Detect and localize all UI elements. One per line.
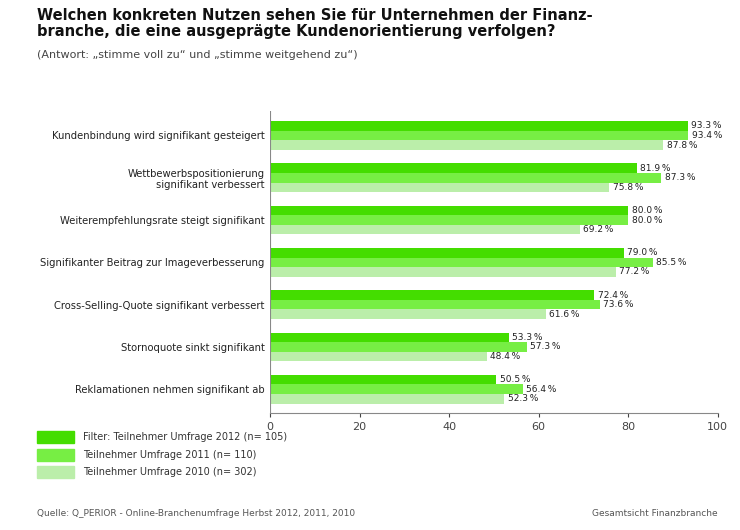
Bar [270, 206, 628, 215]
Text: 52.3 %: 52.3 % [508, 394, 538, 403]
Text: 87.8 %: 87.8 % [667, 140, 697, 149]
Text: 75.8 %: 75.8 % [613, 183, 644, 192]
Text: 53.3 %: 53.3 % [512, 333, 543, 342]
Text: 50.5 %: 50.5 % [500, 375, 531, 384]
Text: 57.3 %: 57.3 % [531, 342, 561, 351]
Bar [270, 121, 687, 130]
Text: branche, die eine ausgeprägte Kundenorientierung verfolgen?: branche, die eine ausgeprägte Kundenorie… [37, 24, 556, 39]
Bar [270, 384, 522, 394]
Bar [270, 375, 497, 384]
Bar [270, 300, 599, 310]
Text: 72.4 %: 72.4 % [598, 290, 628, 299]
Text: 56.4 %: 56.4 % [526, 385, 556, 394]
Text: Gesamtsicht Finanzbranche: Gesamtsicht Finanzbranche [592, 509, 718, 518]
Bar [270, 332, 508, 342]
Text: Teilnehmer Umfrage 2011 (n= 110): Teilnehmer Umfrage 2011 (n= 110) [83, 450, 256, 460]
Text: 81.9 %: 81.9 % [640, 164, 671, 173]
Text: Quelle: Q_PERIOR - Online-Branchenumfrage Herbst 2012, 2011, 2010: Quelle: Q_PERIOR - Online-Branchenumfrag… [37, 509, 355, 518]
Bar [270, 248, 624, 258]
Bar [270, 267, 616, 277]
Text: Filter: Teilnehmer Umfrage 2012 (n= 105): Filter: Teilnehmer Umfrage 2012 (n= 105) [83, 432, 287, 442]
Bar [270, 140, 663, 150]
Bar [270, 215, 628, 225]
Bar [270, 163, 636, 173]
Bar [270, 182, 610, 192]
Bar [270, 290, 594, 300]
Bar [270, 130, 688, 140]
Text: 80.0 %: 80.0 % [632, 206, 662, 215]
Text: 77.2 %: 77.2 % [619, 268, 650, 277]
Text: 80.0 %: 80.0 % [632, 216, 662, 225]
Bar [270, 310, 546, 319]
Bar [270, 258, 653, 267]
Text: Welchen konkreten Nutzen sehen Sie für Unternehmen der Finanz-: Welchen konkreten Nutzen sehen Sie für U… [37, 8, 593, 23]
Bar [270, 394, 504, 404]
Bar [270, 225, 580, 234]
Text: 93.4 %: 93.4 % [692, 131, 722, 140]
Bar [270, 173, 661, 182]
Text: 87.3 %: 87.3 % [665, 173, 695, 182]
Text: 79.0 %: 79.0 % [628, 248, 658, 257]
Text: 73.6 %: 73.6 % [603, 300, 633, 309]
Text: 69.2 %: 69.2 % [584, 225, 614, 234]
Text: (Antwort: „stimme voll zu“ und „stimme weitgehend zu“): (Antwort: „stimme voll zu“ und „stimme w… [37, 50, 357, 60]
Bar [270, 352, 487, 361]
Text: 93.3 %: 93.3 % [691, 121, 722, 130]
Text: Teilnehmer Umfrage 2010 (n= 302): Teilnehmer Umfrage 2010 (n= 302) [83, 467, 256, 477]
Text: 85.5 %: 85.5 % [656, 258, 687, 267]
Text: 61.6 %: 61.6 % [550, 310, 580, 319]
Bar [270, 342, 527, 352]
Text: 48.4 %: 48.4 % [491, 352, 521, 361]
